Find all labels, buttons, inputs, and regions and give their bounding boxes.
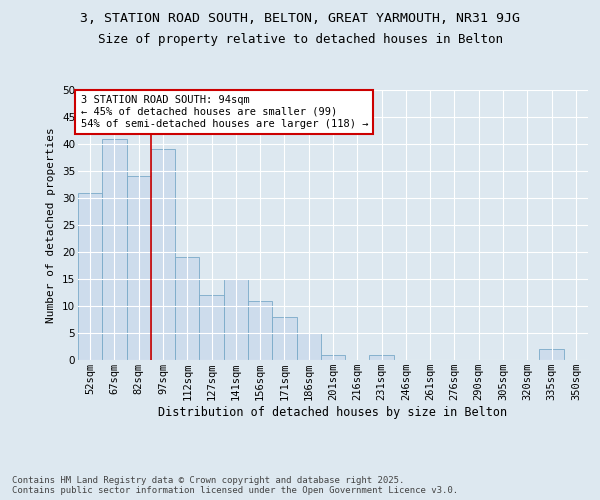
- Bar: [78, 192, 102, 360]
- Bar: [151, 150, 175, 360]
- Bar: [539, 349, 564, 360]
- Y-axis label: Number of detached properties: Number of detached properties: [46, 127, 56, 323]
- Bar: [370, 354, 394, 360]
- X-axis label: Distribution of detached houses by size in Belton: Distribution of detached houses by size …: [158, 406, 508, 419]
- Bar: [175, 258, 199, 360]
- Bar: [321, 354, 345, 360]
- Bar: [224, 279, 248, 360]
- Bar: [102, 138, 127, 360]
- Bar: [199, 295, 224, 360]
- Bar: [248, 300, 272, 360]
- Text: Contains HM Land Registry data © Crown copyright and database right 2025.
Contai: Contains HM Land Registry data © Crown c…: [12, 476, 458, 495]
- Bar: [296, 333, 321, 360]
- Bar: [272, 317, 296, 360]
- Bar: [127, 176, 151, 360]
- Text: Size of property relative to detached houses in Belton: Size of property relative to detached ho…: [97, 32, 503, 46]
- Text: 3, STATION ROAD SOUTH, BELTON, GREAT YARMOUTH, NR31 9JG: 3, STATION ROAD SOUTH, BELTON, GREAT YAR…: [80, 12, 520, 26]
- Text: 3 STATION ROAD SOUTH: 94sqm
← 45% of detached houses are smaller (99)
54% of sem: 3 STATION ROAD SOUTH: 94sqm ← 45% of det…: [80, 96, 368, 128]
